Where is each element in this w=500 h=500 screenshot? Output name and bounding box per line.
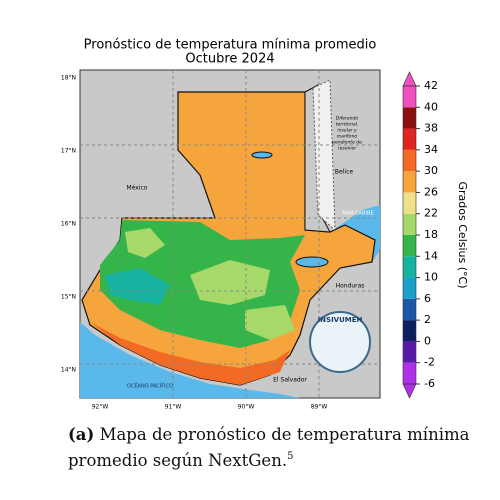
lat-label: 15°N (61, 294, 76, 301)
colorbar-bin (403, 235, 416, 257)
lon-labels: 92°W 91°W 90°W 89°W (92, 404, 328, 411)
colorbar-bin (403, 107, 416, 129)
caption-text: Mapa de pronóstico de temperatura mínima… (68, 425, 470, 470)
pacific-ocean (80, 322, 300, 398)
lake (295, 256, 329, 268)
colorbar-bin (403, 86, 416, 108)
colorbar-bin (403, 256, 416, 278)
colorbar-extend (402, 383, 417, 399)
colorbar-tick-label: 34 (424, 143, 438, 156)
dispute-line: Diferendo (336, 116, 358, 122)
colorbar-tick-label: 0 (424, 334, 431, 347)
dispute-line: resolver (338, 146, 357, 152)
colorbar-tick-label: 30 (424, 164, 438, 177)
lon-label: 90°W (238, 404, 255, 411)
coast-zone (90, 322, 290, 385)
mild-zone (125, 228, 165, 258)
caption: (a) Mapa de pronóstico de temperatura mí… (68, 424, 488, 472)
colorbar-bin (403, 149, 416, 172)
logo-text: INSIVUMEH (318, 316, 363, 324)
colorbar-bin (403, 320, 416, 342)
colorbar-tick-label: 14 (424, 249, 438, 262)
dispute-line: territorial, (336, 122, 359, 128)
colorbar-bin (403, 171, 416, 193)
lat-labels: 18°N 17°N 16°N 15°N 14°N (61, 75, 76, 374)
colorbar-bin (403, 362, 416, 384)
colorbar-tick-label: 2 (424, 313, 431, 326)
colorbar-tick-label: 38 (424, 122, 438, 135)
dispute-line: insular y (337, 128, 357, 134)
title-line: Pronóstico de temperatura mínima promedi… (84, 38, 377, 53)
lon-label: 92°W (92, 404, 109, 411)
lat-label: 17°N (61, 148, 76, 155)
caption-label: (a) (68, 425, 95, 444)
lon-label: 89°W (311, 404, 328, 411)
mild-zone (245, 305, 295, 340)
graticule (80, 70, 380, 398)
place-label: El Salvador (273, 377, 307, 384)
title-line: Octubre 2024 (185, 52, 274, 67)
dispute-line: pendiente de (331, 140, 362, 146)
lat-label: 18°N (61, 75, 76, 82)
place-label: Honduras (336, 283, 365, 290)
colorbar-bin (403, 298, 416, 321)
colorbar-bin (403, 341, 416, 363)
lat-label: 14°N (61, 367, 76, 374)
place-label: OCÉANO PACÍFICO (127, 382, 173, 390)
colorbar-label: Grados Celsius (°C) (456, 182, 469, 289)
logo (309, 311, 371, 373)
colorbar-bin (403, 128, 416, 150)
colorbar-tick-label: 26 (424, 185, 438, 198)
colorbar-bin (403, 192, 416, 214)
place-label: Belice (335, 169, 353, 176)
colorbar-bin (403, 277, 416, 299)
colorbar-tick-label: -2 (424, 356, 435, 369)
footnote-mark: 5 (287, 451, 294, 462)
colorbar-tick-label: 42 (424, 79, 438, 92)
colorbar-bin (403, 213, 416, 235)
map: INSIVUMEH México Belice MAR CARIBE Hondu… (61, 69, 381, 411)
lake (251, 151, 273, 159)
place-label: México (127, 185, 148, 192)
colorbar-tick-label: 40 (424, 100, 438, 113)
colorbar-extend (402, 71, 417, 87)
colorbar-tick-label: 10 (424, 271, 438, 284)
colorbar-tick-label: 18 (424, 228, 438, 241)
lon-label: 91°W (165, 404, 182, 411)
lat-label: 16°N (61, 221, 76, 228)
colorbar-tick-label: -6 (424, 377, 435, 390)
figure: Pronóstico de temperatura mínima promedi… (61, 38, 469, 411)
cool-zone (105, 268, 170, 305)
mild-zone (190, 260, 270, 305)
colorbar-tick-label: 22 (424, 207, 438, 220)
place-label: MAR CARIBE (342, 211, 373, 217)
dispute-line: marítimo (337, 133, 358, 140)
colorbar-tick-label: 6 (424, 292, 431, 305)
